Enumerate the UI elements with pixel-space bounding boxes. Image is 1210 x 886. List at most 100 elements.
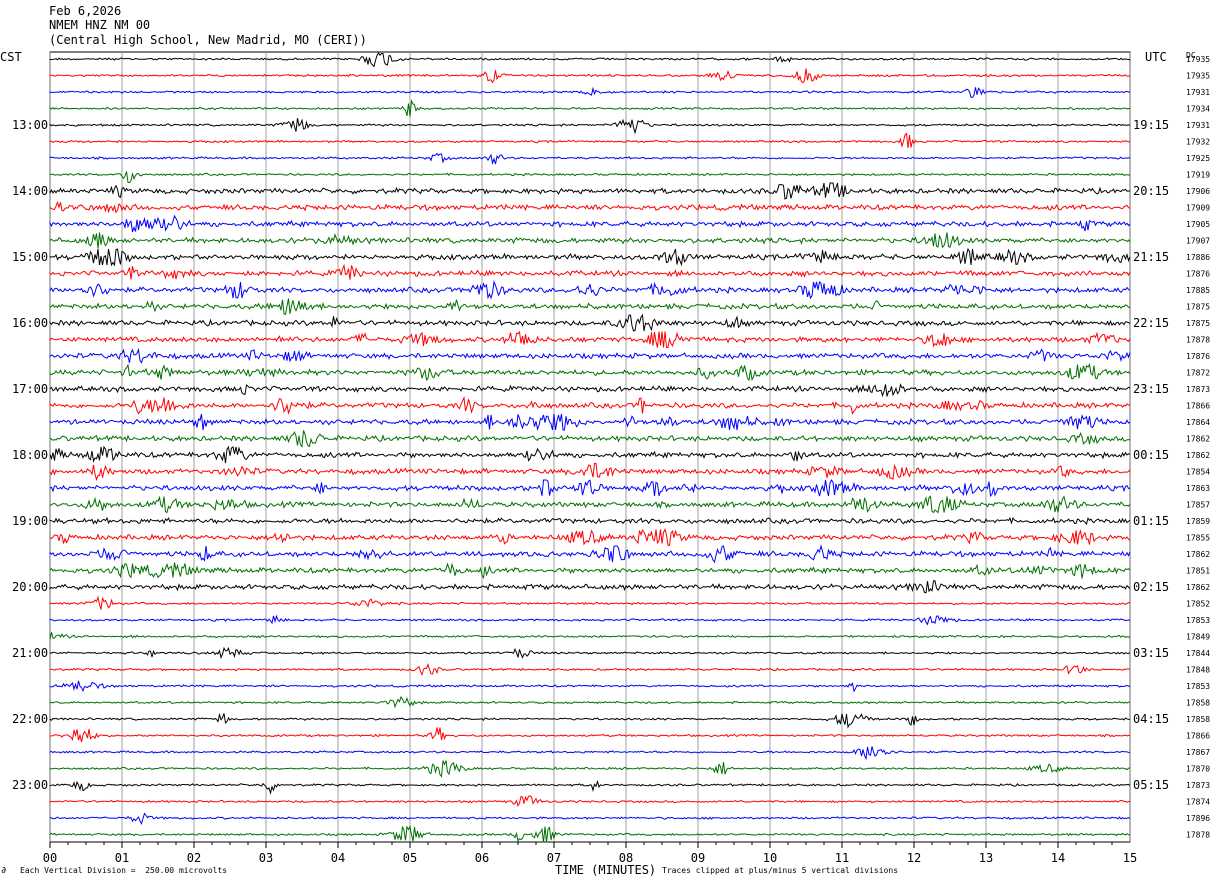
dc-offset-label: 17848	[1186, 666, 1210, 675]
utc-hour-label: 20:15	[1133, 184, 1169, 198]
utc-hour-label: 00:15	[1133, 448, 1169, 462]
seismic-trace	[49, 430, 1131, 448]
seismic-trace	[49, 528, 1131, 547]
seismic-trace	[49, 479, 1131, 498]
plot-date: Feb 6,2026	[49, 4, 122, 18]
dc-offset-label: 17873	[1186, 781, 1210, 790]
dc-offset-label: 17905	[1186, 220, 1210, 229]
seismic-trace	[49, 313, 1131, 332]
utc-hour-label: 22:15	[1133, 316, 1169, 330]
seismic-trace	[49, 562, 1131, 580]
logo-mark: ∂	[1, 866, 7, 876]
dc-offset-label: 17870	[1186, 765, 1210, 774]
seismic-trace	[49, 746, 1131, 761]
seismic-trace	[49, 695, 1131, 709]
dc-offset-label: 17864	[1186, 418, 1210, 427]
seismic-trace	[49, 760, 1131, 778]
x-tick-label: 12	[907, 851, 921, 865]
seismic-trace	[49, 727, 1131, 743]
left-timezone-label: CST	[0, 50, 22, 64]
seismic-trace	[49, 795, 1131, 807]
cst-hour-labels: 13:00 14:00 15:00 16:00 17:00 18:00 19:00 20:00…	[12, 118, 48, 792]
cst-hour-label: 15:00	[12, 250, 48, 264]
seismic-trace	[49, 544, 1131, 564]
cst-hour-label: 21:00	[12, 646, 48, 660]
dc-offset-label: 17876	[1186, 352, 1210, 361]
dc-offset-label: 17874	[1186, 798, 1210, 807]
x-axis: 00 01 02 03 04 05 06 07 08 09 10 11 12 13 14 15	[43, 842, 1137, 865]
dc-offset-label: 17906	[1186, 187, 1210, 196]
seismic-trace	[49, 263, 1131, 280]
minute-gridlines	[49, 51, 1131, 843]
dc-offset-label: 17853	[1186, 682, 1210, 691]
cst-hour-label: 17:00	[12, 382, 48, 396]
x-tick-label: 08	[619, 851, 633, 865]
seismic-trace	[49, 413, 1131, 431]
dc-offset-label: 17862	[1186, 550, 1210, 559]
dc-offset-label: 17857	[1186, 501, 1210, 510]
seismic-trace	[49, 152, 1131, 166]
station-location: (Central High School, New Madrid, MO (CE…	[49, 33, 367, 47]
cst-hour-label: 13:00	[12, 118, 48, 132]
dc-offset-label: 17873	[1186, 385, 1210, 394]
x-tick-label: 11	[835, 851, 849, 865]
seismic-trace	[49, 445, 1131, 464]
division-note: Each Vertical Division = 250.00 microvol…	[20, 866, 228, 875]
cst-hour-label: 16:00	[12, 316, 48, 330]
x-tick-label: 05	[403, 851, 417, 865]
dc-offset-label: 17867	[1186, 748, 1210, 757]
utc-hour-label: 05:15	[1133, 778, 1169, 792]
dc-offset-label: 17858	[1186, 699, 1210, 708]
plot-frame	[49, 51, 1131, 843]
dc-offset-label: 17934	[1186, 105, 1210, 114]
station-id: NMEM HNZ NM 00	[49, 18, 151, 32]
utc-hour-labels: 19:15 20:15 21:15 22:15 23:15 00:15 01:15 02:15…	[1133, 118, 1169, 792]
x-tick-label: 04	[331, 851, 345, 865]
seismic-trace	[49, 118, 1131, 135]
seismic-trace	[49, 68, 1131, 84]
cst-hour-label: 19:00	[12, 514, 48, 528]
seismic-trace	[49, 812, 1131, 826]
seismic-trace	[49, 363, 1131, 382]
x-tick-label: 03	[259, 851, 273, 865]
dc-offset-label: 17849	[1186, 633, 1210, 642]
seismic-trace	[49, 86, 1131, 98]
seismic-trace	[49, 383, 1131, 398]
dc-offset-label: 17859	[1186, 517, 1210, 526]
dc-offset-label: 17855	[1186, 534, 1210, 543]
dc-offset-label: 17844	[1186, 649, 1210, 658]
dc-offset-label: 17878	[1186, 336, 1210, 345]
seismic-trace	[49, 347, 1131, 364]
seismic-trace	[49, 646, 1131, 660]
seismic-trace	[49, 247, 1131, 267]
cst-hour-label: 20:00	[12, 580, 48, 594]
x-tick-label: 06	[475, 851, 489, 865]
seismic-trace	[49, 99, 1131, 117]
seismic-trace	[49, 495, 1131, 514]
seismic-trace	[49, 298, 1131, 316]
x-tick-label: 14	[1051, 851, 1065, 865]
dc-offset-label: 17907	[1186, 237, 1210, 246]
x-tick-label: 02	[187, 851, 201, 865]
seismic-trace	[49, 632, 1131, 640]
dc-offset-label: 17885	[1186, 286, 1210, 295]
x-tick-label: 00	[43, 851, 57, 865]
seismic-trace	[49, 614, 1131, 626]
x-tick-label: 07	[547, 851, 561, 865]
cst-hour-label: 18:00	[12, 448, 48, 462]
utc-hour-label: 03:15	[1133, 646, 1169, 660]
seismic-trace	[49, 200, 1131, 214]
cst-hour-label: 23:00	[12, 778, 48, 792]
seismic-trace	[49, 779, 1131, 795]
seismic-trace	[49, 516, 1131, 526]
dc-header-label: DC	[1186, 51, 1196, 60]
utc-hour-label: 21:15	[1133, 250, 1169, 264]
seismic-trace	[49, 171, 1131, 184]
x-tick-label: 15	[1123, 851, 1137, 865]
seismic-trace	[49, 396, 1131, 415]
x-axis-title: TIME (MINUTES)	[555, 863, 656, 877]
seismic-trace	[49, 280, 1131, 300]
dc-offset-label: 17931	[1186, 88, 1210, 97]
seismic-trace	[49, 52, 1131, 68]
dc-offset-label: 17935	[1186, 55, 1210, 64]
